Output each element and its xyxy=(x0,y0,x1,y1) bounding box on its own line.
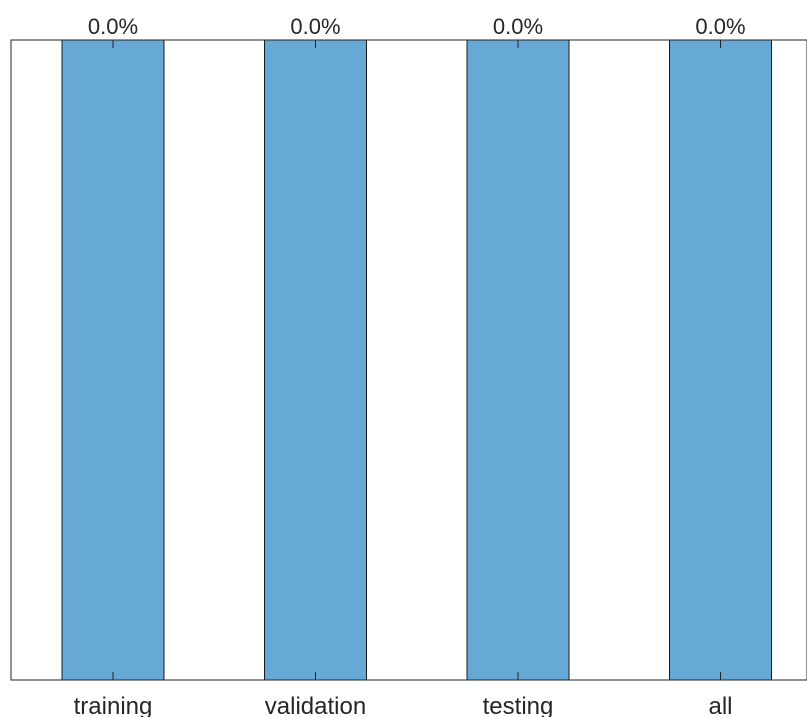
x-tick-labels-group: training validation testing all xyxy=(74,693,733,717)
x-tick-label-validation: validation xyxy=(265,693,366,717)
x-ticks-group xyxy=(112,40,721,680)
bar-testing xyxy=(466,39,570,681)
data-labels-group: 0.0% 0.0% 0.0% 0.0% xyxy=(88,14,746,39)
data-label-testing: 0.0% xyxy=(493,14,543,39)
x-tick-label-all: all xyxy=(708,693,732,717)
bar-validation xyxy=(264,39,367,681)
data-label-training: 0.0% xyxy=(88,14,138,39)
plot-area-frame xyxy=(10,39,807,681)
x-tick-label-training: training xyxy=(74,693,153,717)
bar-all xyxy=(669,39,772,681)
data-label-validation: 0.0% xyxy=(290,14,340,39)
x-tick-label-testing: testing xyxy=(483,693,554,717)
bars-group xyxy=(61,39,772,681)
data-label-all: 0.0% xyxy=(695,14,745,39)
bar-training xyxy=(61,39,165,681)
